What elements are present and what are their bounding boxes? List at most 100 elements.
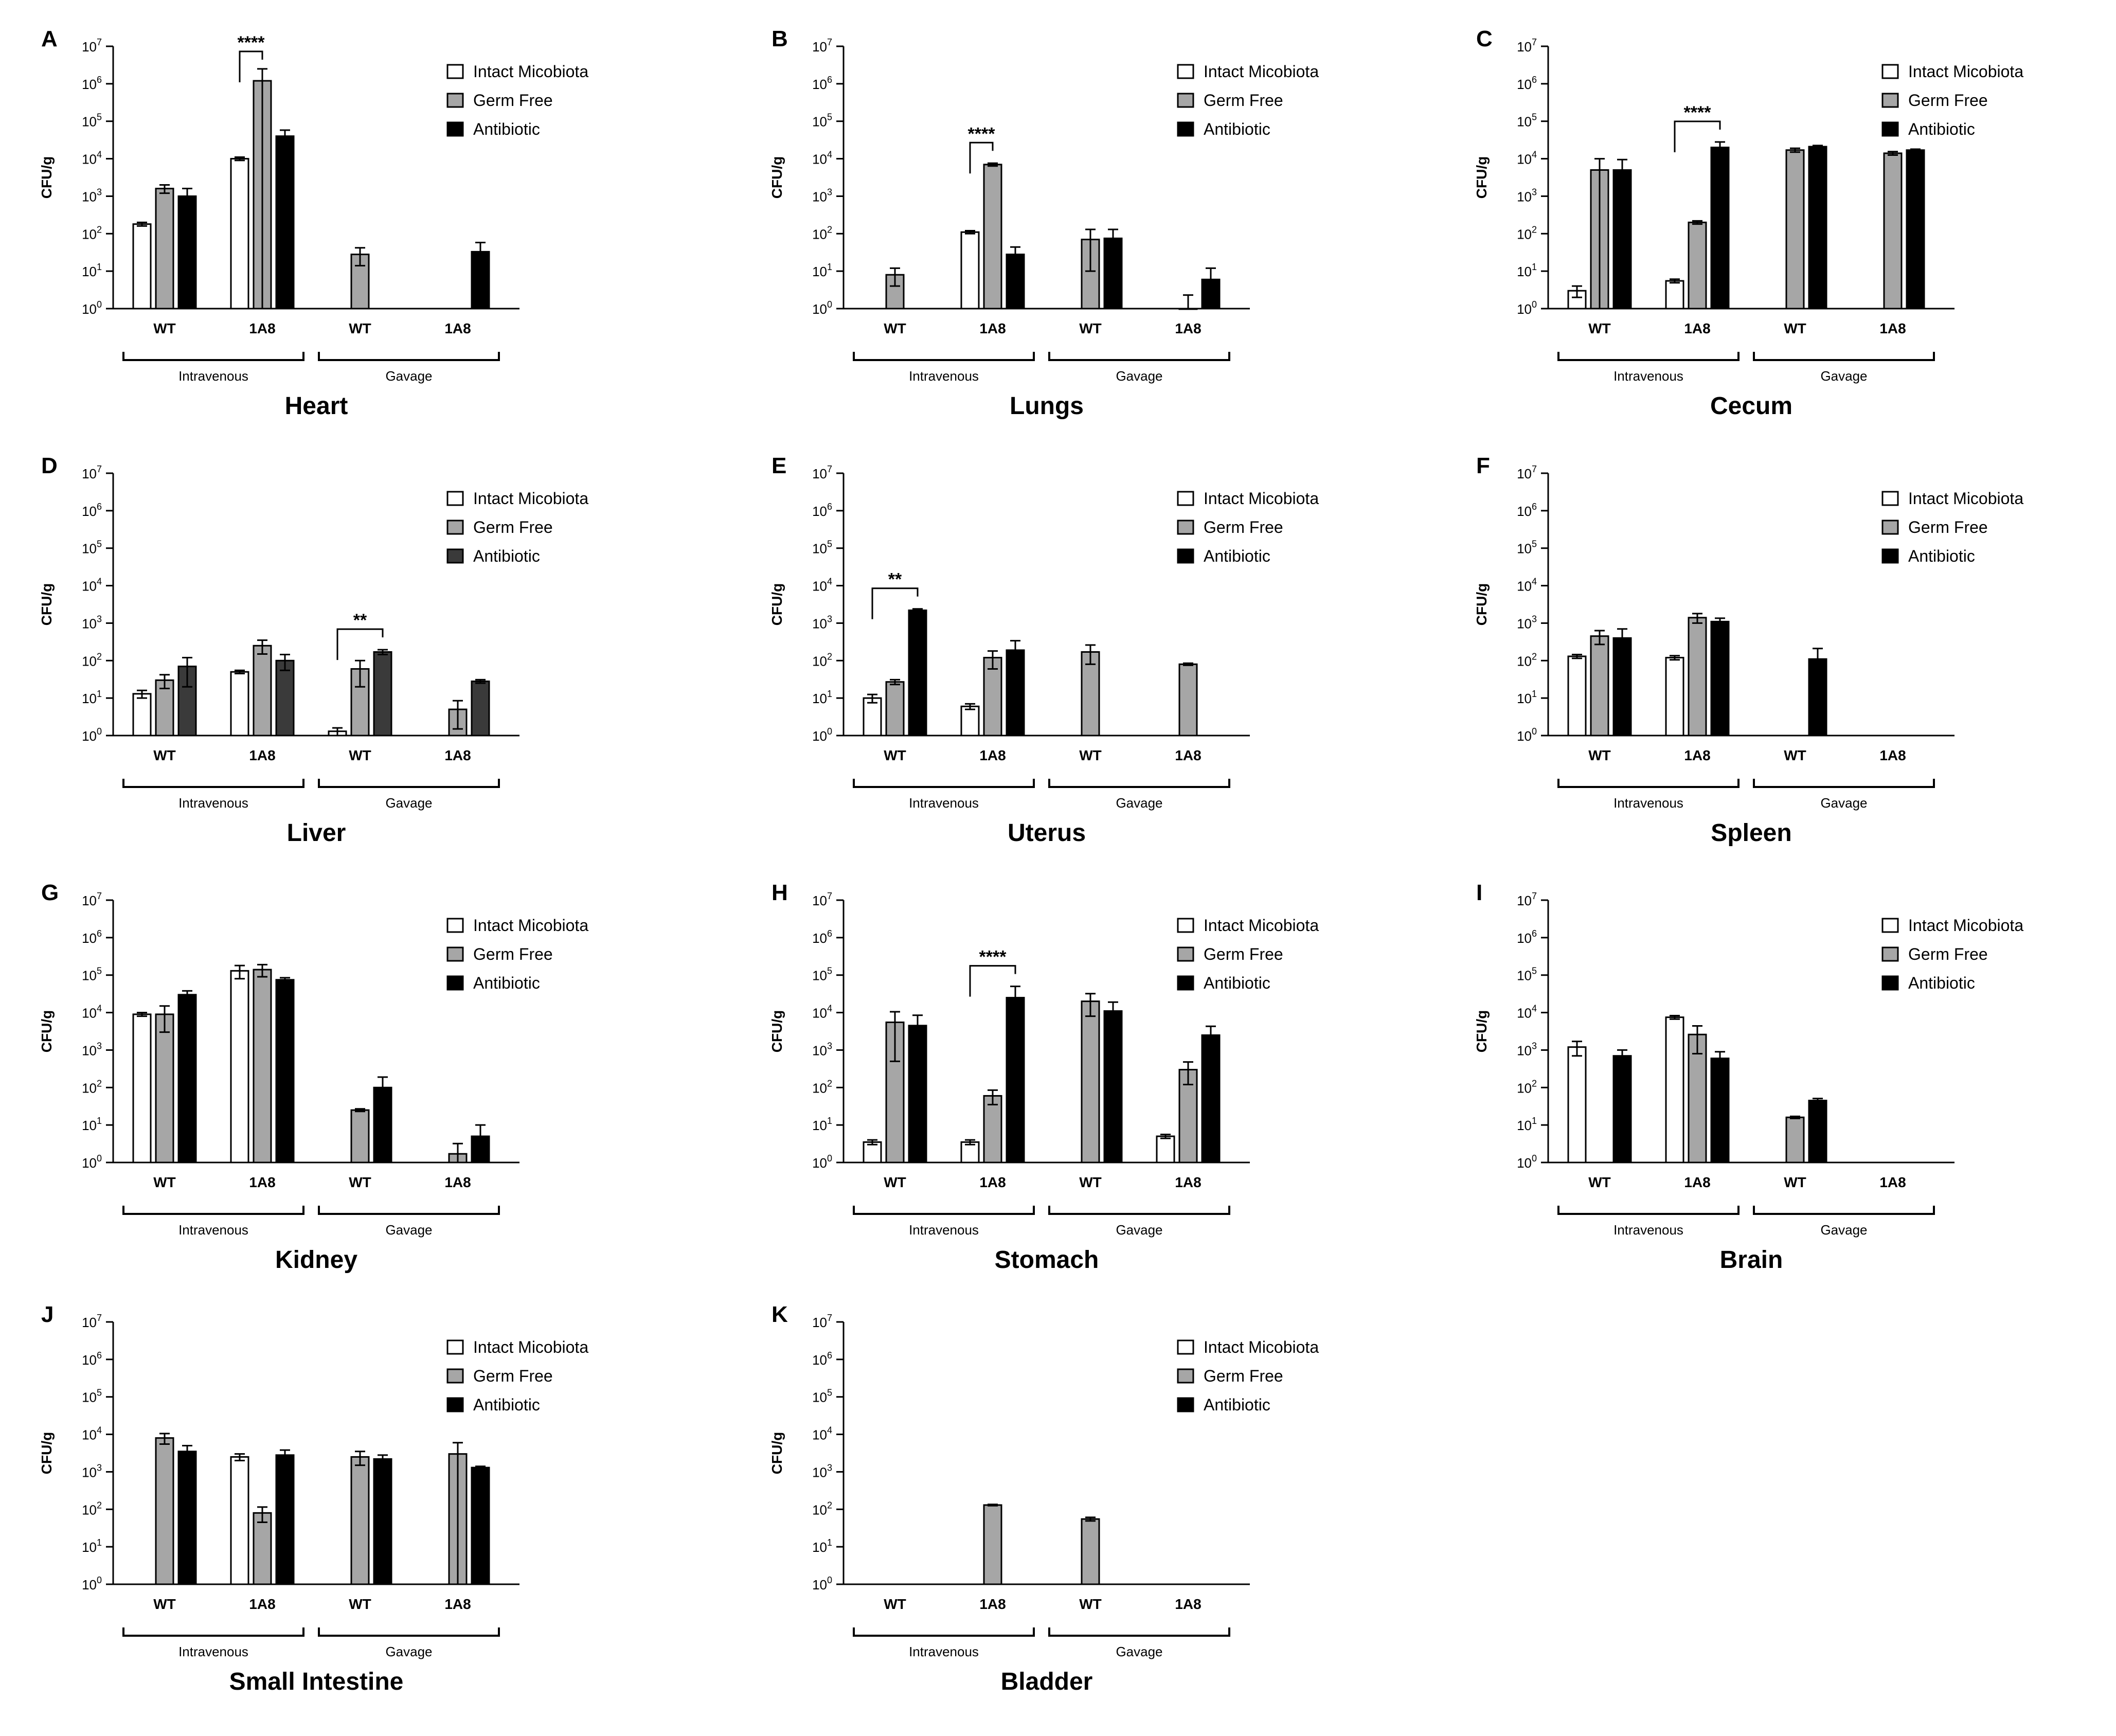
bar-germ-free	[1688, 617, 1707, 737]
x-tick-label: WT	[1079, 1174, 1102, 1190]
bar-antibiotic	[1710, 620, 1730, 737]
y-tick-label: 101	[812, 689, 832, 706]
y-tick-label: 106	[82, 75, 102, 92]
y-tick-label: 104	[812, 577, 832, 594]
group-bracket	[318, 352, 500, 361]
y-tick-exponent: 1	[1532, 1116, 1537, 1126]
y-tick-exponent: 7	[827, 37, 832, 47]
y-tick-label: 101	[82, 262, 102, 279]
bar-antibiotic	[1710, 147, 1730, 310]
group-label: Gavage	[385, 368, 432, 384]
panel-title: Brain	[1720, 1246, 1783, 1274]
y-tick-exponent: 1	[97, 689, 102, 699]
y-tick-label: 100	[82, 1153, 102, 1171]
legend-swatch	[1881, 946, 1899, 962]
y-tick-exponent: 6	[1532, 928, 1537, 939]
group-label: Gavage	[385, 1222, 432, 1238]
legend-swatch	[1177, 93, 1194, 108]
panel-g-kidney: G 100 101 102 103 104 105 106 107 CFU/g WT 1A8 WT 1A8…	[5, 869, 710, 1276]
bar-germ-free	[983, 164, 1002, 310]
y-tick-label: 106	[812, 75, 832, 92]
y-tick-label: 105	[812, 1388, 832, 1405]
y-tick-exponent: 0	[97, 1153, 102, 1164]
bar-germ-free	[253, 1512, 272, 1585]
bar-germ-free	[350, 1109, 370, 1164]
panel-title: Stomach	[995, 1246, 1099, 1274]
panel-a-heart: A 100 101 102 103 104 105 106 107 CFU/g WT 1A8 WT 1A8…	[5, 15, 710, 422]
y-tick-exponent: 6	[97, 75, 102, 85]
y-tick-exponent: 0	[97, 299, 102, 310]
group-bracket	[1048, 352, 1230, 361]
legend-swatch	[1881, 64, 1899, 79]
panel-letter: J	[41, 1302, 53, 1327]
y-tick-exponent: 2	[97, 651, 102, 661]
y-axis-label: CFU/g	[769, 583, 785, 625]
legend-label: Germ Free	[473, 518, 553, 536]
y-tick-exponent: 2	[1532, 224, 1537, 235]
y-tick-exponent: 7	[827, 1313, 832, 1323]
legend-swatch	[446, 121, 464, 137]
bar-intact-micobiota	[1156, 1135, 1175, 1164]
y-tick-exponent: 7	[97, 464, 102, 474]
y-tick-exponent: 1	[97, 1116, 102, 1126]
bar-germ-free	[155, 188, 174, 310]
y-tick-exponent: 7	[97, 1313, 102, 1323]
x-tick-label: 1A8	[1175, 320, 1201, 336]
legend-label: Antibiotic	[473, 974, 540, 992]
x-tick-label: 1A8	[979, 320, 1006, 336]
legend-label: Germ Free	[473, 945, 553, 963]
y-tick-label: 102	[812, 1078, 832, 1096]
y-tick-label: 105	[1517, 966, 1537, 983]
y-tick-exponent: 0	[1532, 1153, 1537, 1164]
bar-germ-free	[885, 1021, 905, 1164]
y-tick-exponent: 5	[1532, 112, 1537, 122]
y-tick-exponent: 0	[1532, 726, 1537, 737]
y-tick-label: 104	[82, 577, 102, 594]
y-tick-exponent: 4	[827, 577, 832, 587]
bar-antibiotic	[1906, 149, 1925, 310]
legend-label: Intact Micobiota	[473, 1338, 588, 1356]
y-tick-exponent: 6	[827, 928, 832, 939]
legend-swatch	[446, 1339, 464, 1355]
group-bracket	[1557, 1206, 1740, 1215]
bar-germ-free	[983, 657, 1002, 737]
y-tick-exponent: 5	[1532, 539, 1537, 549]
y-tick-exponent: 1	[97, 1537, 102, 1548]
bar-antibiotic	[471, 1466, 490, 1585]
y-tick-label: 105	[1517, 112, 1537, 130]
bar-intact-micobiota	[132, 693, 152, 737]
x-tick-label: WT	[1079, 320, 1102, 336]
legend-label: Antibiotic	[1204, 974, 1270, 992]
group-label: Intravenous	[178, 795, 248, 811]
group-bracket	[318, 1627, 500, 1637]
y-tick-label: 106	[82, 1350, 102, 1368]
panel-e-uterus: E 100 101 102 103 104 105 106 107 CFU/g WT 1A8 WT 1A8…	[736, 442, 1440, 849]
y-tick-label: 100	[812, 299, 832, 317]
y-tick-exponent: 4	[97, 577, 102, 587]
y-tick-exponent: 7	[97, 37, 102, 47]
y-tick-exponent: 1	[97, 262, 102, 272]
y-tick-label: 102	[812, 1500, 832, 1517]
y-tick-label: 103	[812, 187, 832, 204]
bar-intact-micobiota	[1665, 657, 1684, 737]
y-tick-exponent: 2	[827, 224, 832, 235]
y-tick-exponent: 6	[97, 928, 102, 939]
legend-label: Intact Micobiota	[473, 62, 588, 81]
legend-swatch	[446, 1397, 464, 1412]
group-label: Gavage	[1116, 795, 1162, 811]
legend-label: Germ Free	[1908, 91, 1988, 110]
bar-intact-micobiota	[132, 1013, 152, 1164]
y-tick-exponent: 5	[97, 539, 102, 549]
legend-swatch	[1177, 1368, 1194, 1384]
group-bracket	[122, 352, 304, 361]
bar-intact-micobiota	[230, 671, 249, 737]
y-tick-exponent: 1	[1532, 262, 1537, 272]
legend-swatch	[446, 975, 464, 991]
group-bracket	[853, 1627, 1035, 1637]
y-tick-label: 105	[82, 112, 102, 130]
y-tick-label: 104	[812, 1004, 832, 1021]
legend-swatch	[1177, 946, 1194, 962]
y-tick-label: 107	[812, 891, 832, 908]
